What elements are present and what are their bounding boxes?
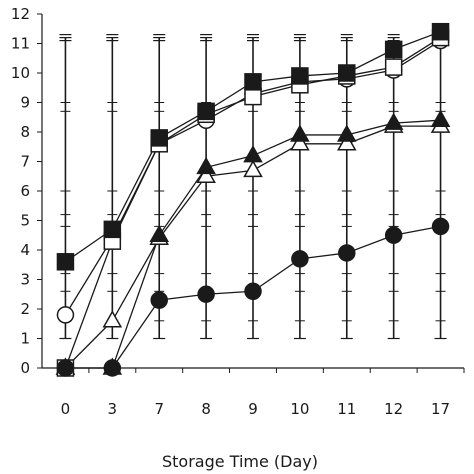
data-point-filled-square (244, 73, 262, 91)
y-tick-label: 7 (20, 153, 30, 171)
data-point-filled-square (197, 102, 215, 121)
data-point-filled-square (56, 253, 75, 271)
data-point-filled-circle (291, 250, 309, 268)
data-point-filled-circle (244, 282, 262, 301)
data-point-filled-circle (150, 291, 168, 309)
y-tick-label: 10 (11, 64, 30, 82)
x-tick-labels: 0 3 7 8 9 10 11 12 17 (61, 400, 450, 418)
y-tick-label: 11 (11, 35, 30, 53)
y-tick-label: 4 (20, 241, 30, 259)
data-point-open-triangle (290, 133, 310, 151)
data-point-open-triangle (196, 165, 216, 183)
data-point-filled-triangle (243, 145, 263, 163)
x-axis-title: Storage Time (Day) (162, 452, 318, 471)
x-tick-label: 8 (201, 400, 211, 418)
y-tick-label: 1 (20, 330, 30, 348)
data-point-open-triangle (102, 310, 123, 328)
data-point-filled-square (150, 129, 168, 147)
y-tick-label: 9 (20, 94, 30, 112)
data-point-filled-circle (431, 217, 450, 236)
data-point-filled-square (431, 22, 450, 41)
x-tick-label: 12 (384, 400, 403, 418)
x-tick-label: 7 (154, 400, 164, 418)
y-tick-label: 0 (20, 359, 30, 377)
data-point-filled-circle (384, 226, 403, 244)
y-tick-label: 6 (20, 182, 30, 200)
data-point-filled-square (291, 67, 309, 85)
y-tick-label: 8 (20, 123, 30, 141)
data-point-open-triangle (336, 133, 357, 151)
data-point-filled-square (384, 40, 403, 59)
y-tick-label: 12 (11, 5, 30, 23)
x-tick-label: 11 (337, 400, 356, 418)
data-point-open-square (244, 87, 262, 106)
x-tick-label: 9 (248, 400, 258, 418)
data-point-filled-circle (338, 244, 356, 262)
data-point-open-square (384, 58, 403, 76)
x-tick-label: 17 (431, 400, 450, 418)
data-point-filled-circle (56, 359, 75, 377)
data-point-open-triangle (243, 159, 263, 178)
y-tick-label: 2 (20, 300, 30, 318)
data-point-filled-triangle (290, 124, 310, 142)
data-point-filled-triangle (196, 156, 216, 175)
data-point-filled-circle (197, 285, 215, 303)
data-point-filled-triangle (149, 224, 170, 242)
data-point-filled-square (103, 220, 122, 239)
data-point-filled-square (338, 64, 356, 82)
data-point-filled-triangle (336, 124, 357, 142)
y-tick-label: 5 (20, 212, 30, 230)
x-tick-label: 3 (108, 400, 118, 418)
data-point-filled-triangle (383, 112, 404, 130)
data-point-filled-circle (103, 359, 122, 377)
y-tick-label: 3 (20, 271, 30, 289)
x-tick-label: 0 (61, 400, 71, 418)
data-point-filled-triangle (430, 109, 451, 127)
x-tick-label: 10 (290, 400, 309, 418)
data-point-open-circle (56, 306, 75, 324)
series-markers (55, 22, 451, 377)
